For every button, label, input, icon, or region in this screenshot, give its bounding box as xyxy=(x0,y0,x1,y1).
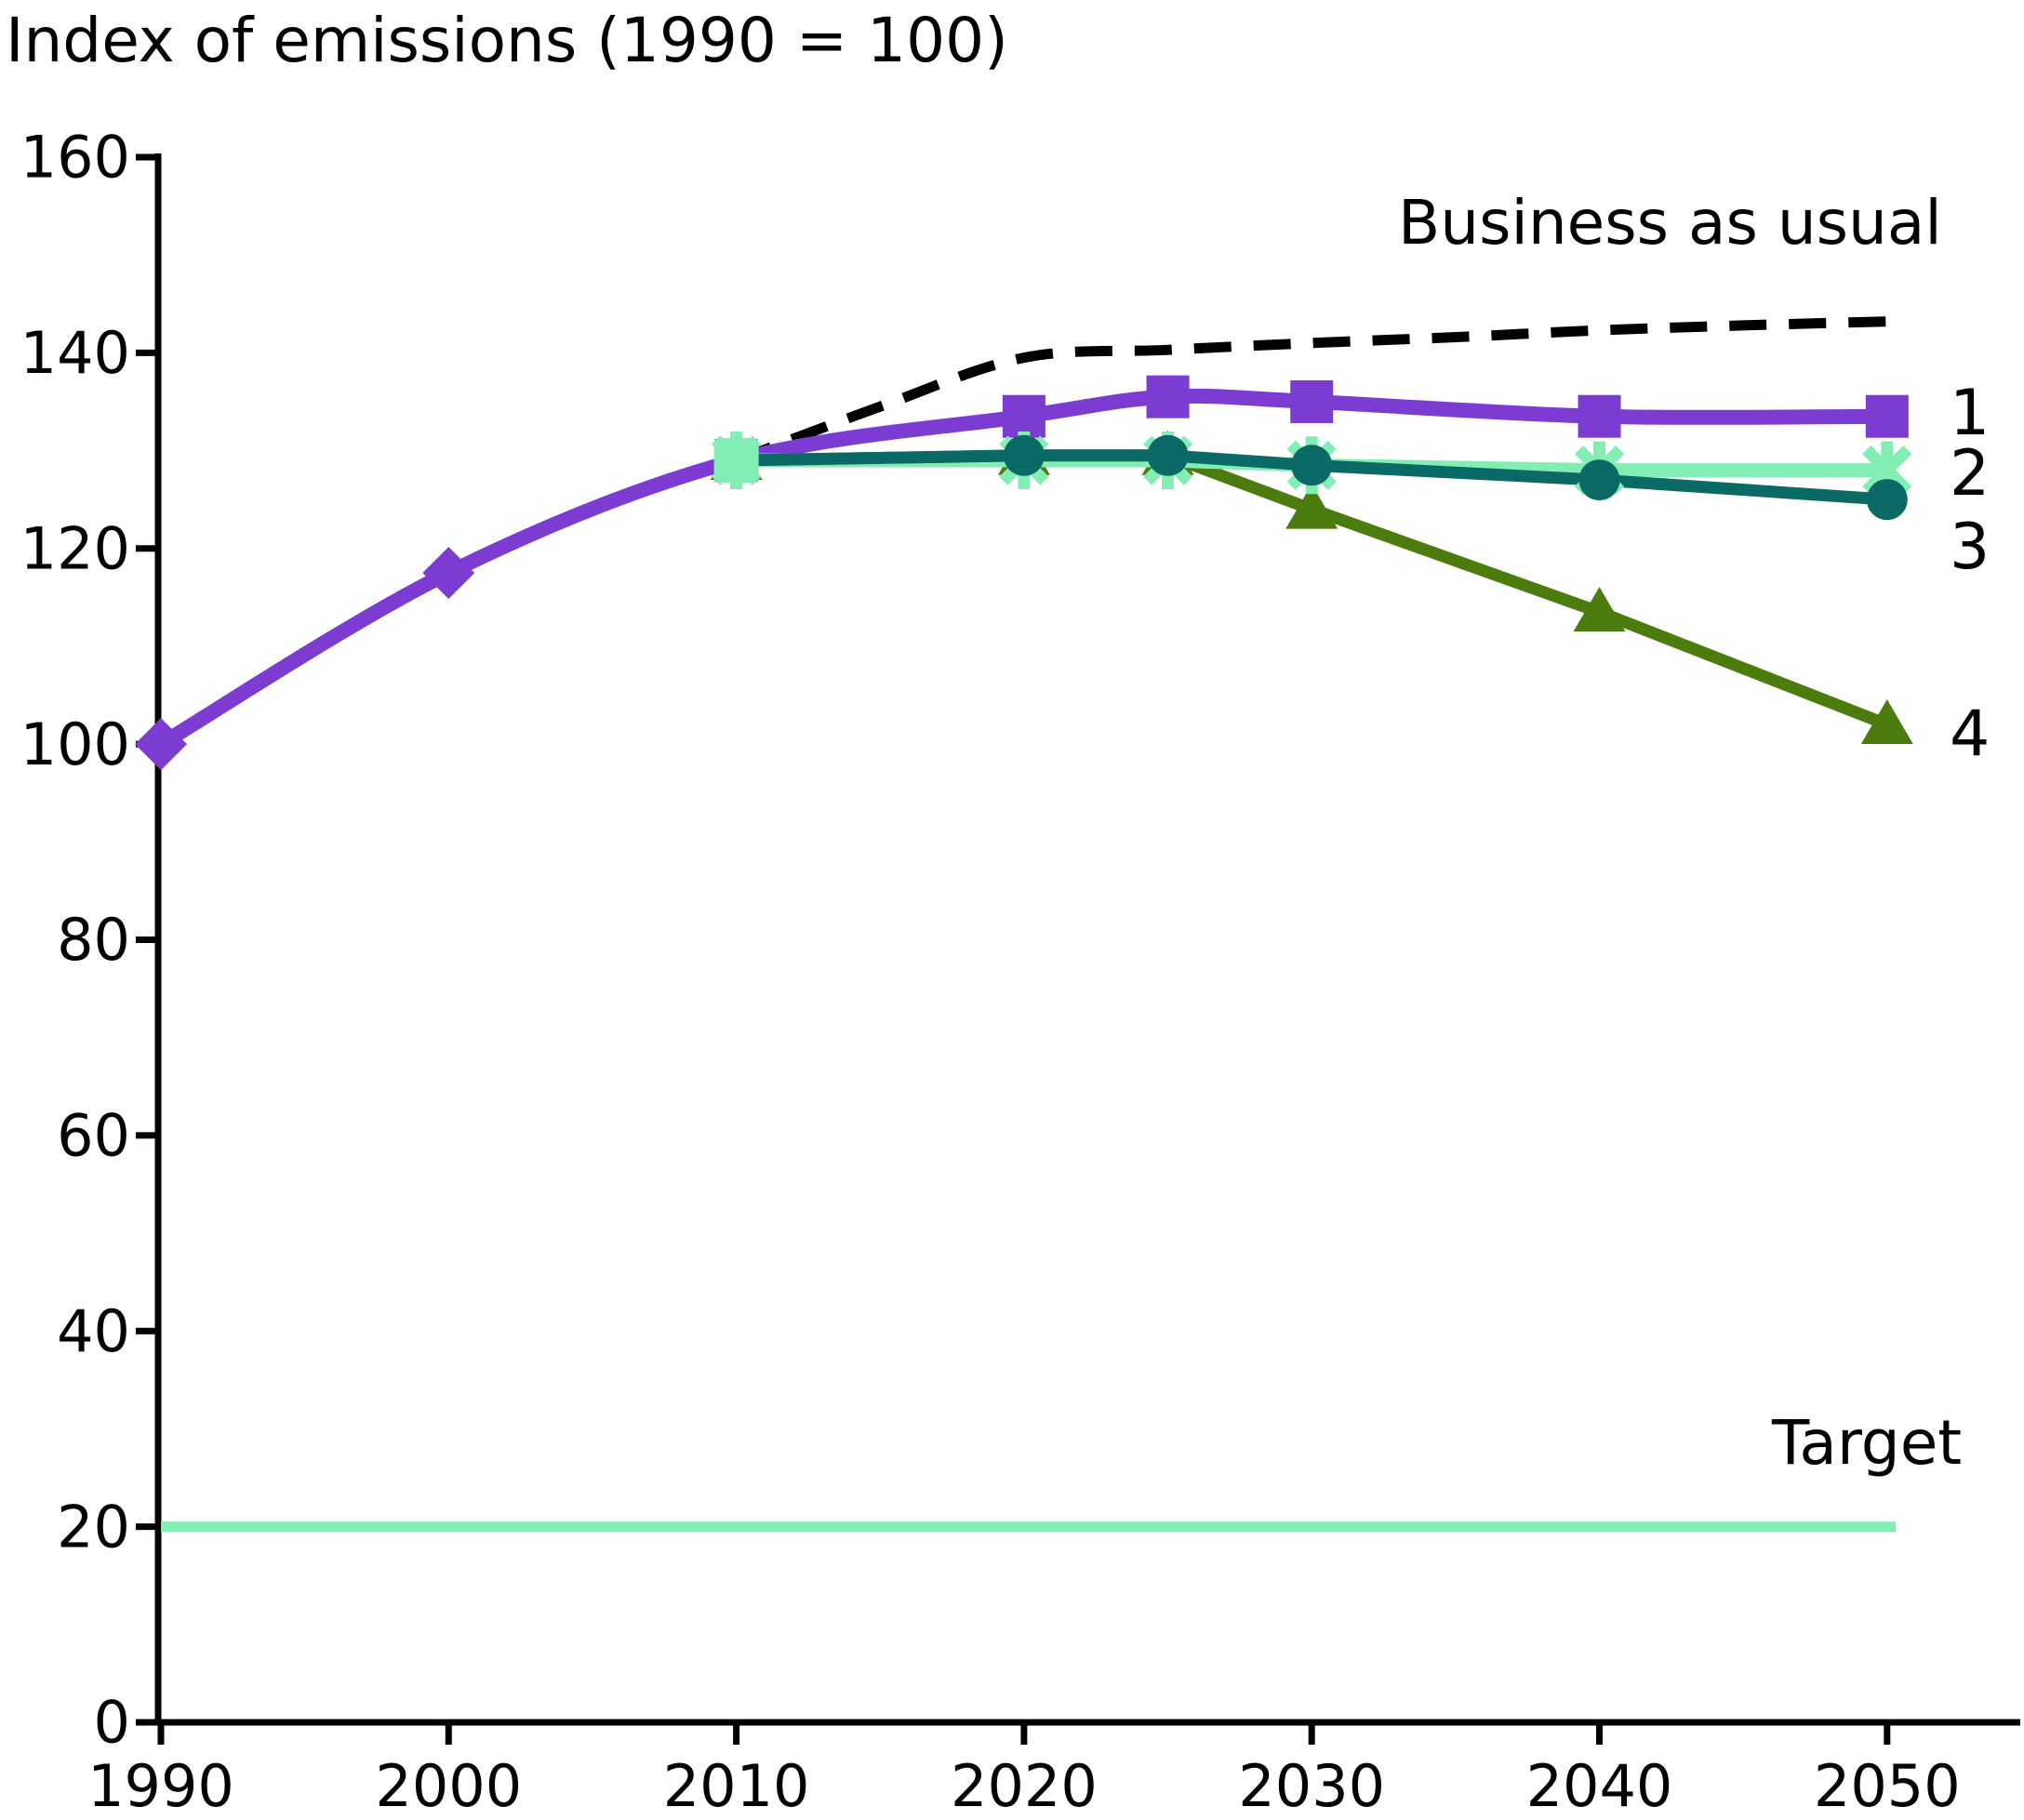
x-tick-label: 2040 xyxy=(1526,1752,1673,1820)
y-tick-label: 20 xyxy=(57,1493,130,1561)
y-tick-label: 100 xyxy=(20,711,130,778)
square-marker xyxy=(1290,379,1334,423)
circle-marker xyxy=(1003,434,1045,476)
square-marker xyxy=(1578,394,1621,438)
circle-marker xyxy=(1578,459,1620,501)
x-tick-label: 2030 xyxy=(1238,1752,1385,1820)
asterisk-marker-arm xyxy=(712,435,762,485)
business-as-usual-line xyxy=(734,316,1887,466)
triangle-marker xyxy=(1860,699,1913,745)
circle-marker xyxy=(1866,479,1908,521)
y-tick-label: 160 xyxy=(20,124,130,192)
chart-title: Index of emissions (1990 = 100) xyxy=(6,5,1008,76)
y-tick-label: 40 xyxy=(57,1297,130,1365)
series-label-1: 1 xyxy=(1950,377,1990,450)
square-marker xyxy=(1865,394,1909,438)
triangle-marker xyxy=(1285,484,1338,529)
x-tick-label: 2020 xyxy=(951,1752,1098,1820)
diamond-marker xyxy=(422,547,475,600)
square-marker xyxy=(1002,394,1045,438)
series-label-2: 2 xyxy=(1950,437,1990,511)
business-as-usual-annotation: Business as usual xyxy=(1398,187,1942,259)
y-tick-label: 120 xyxy=(20,514,130,582)
series-label-4: 4 xyxy=(1950,697,1990,771)
asterisk-marker-arm xyxy=(1862,445,1912,496)
series-label-3: 3 xyxy=(1950,511,1990,584)
circle-marker xyxy=(1147,434,1189,476)
target-annotation: Target xyxy=(1772,1407,1963,1479)
y-tick-label: 0 xyxy=(94,1689,130,1757)
y-tick-label: 60 xyxy=(57,1102,130,1170)
x-tick-label: 2010 xyxy=(663,1752,810,1820)
y-tick-label: 80 xyxy=(57,906,130,974)
x-tick-label: 2000 xyxy=(375,1752,522,1820)
x-tick-label: 1990 xyxy=(87,1752,234,1820)
circle-marker xyxy=(1291,445,1333,486)
diamond-marker xyxy=(135,718,187,771)
triangle-marker xyxy=(1573,587,1626,632)
x-tick-label: 2050 xyxy=(1814,1752,1961,1820)
series-3-line xyxy=(736,449,1888,506)
y-tick-label: 140 xyxy=(20,319,130,387)
square-marker xyxy=(1146,375,1190,418)
